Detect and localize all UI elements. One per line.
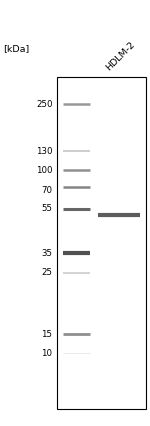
Text: 10: 10: [42, 349, 52, 358]
FancyBboxPatch shape: [57, 77, 146, 409]
Text: HDLM-2: HDLM-2: [104, 40, 136, 72]
Text: 55: 55: [42, 204, 52, 213]
Text: 25: 25: [42, 268, 52, 277]
Text: 100: 100: [36, 166, 52, 175]
Text: [kDa]: [kDa]: [3, 44, 29, 53]
Text: 70: 70: [42, 186, 52, 196]
Text: 130: 130: [36, 147, 52, 156]
Text: 15: 15: [42, 330, 52, 339]
Text: 35: 35: [42, 249, 52, 258]
Text: 250: 250: [36, 100, 52, 109]
